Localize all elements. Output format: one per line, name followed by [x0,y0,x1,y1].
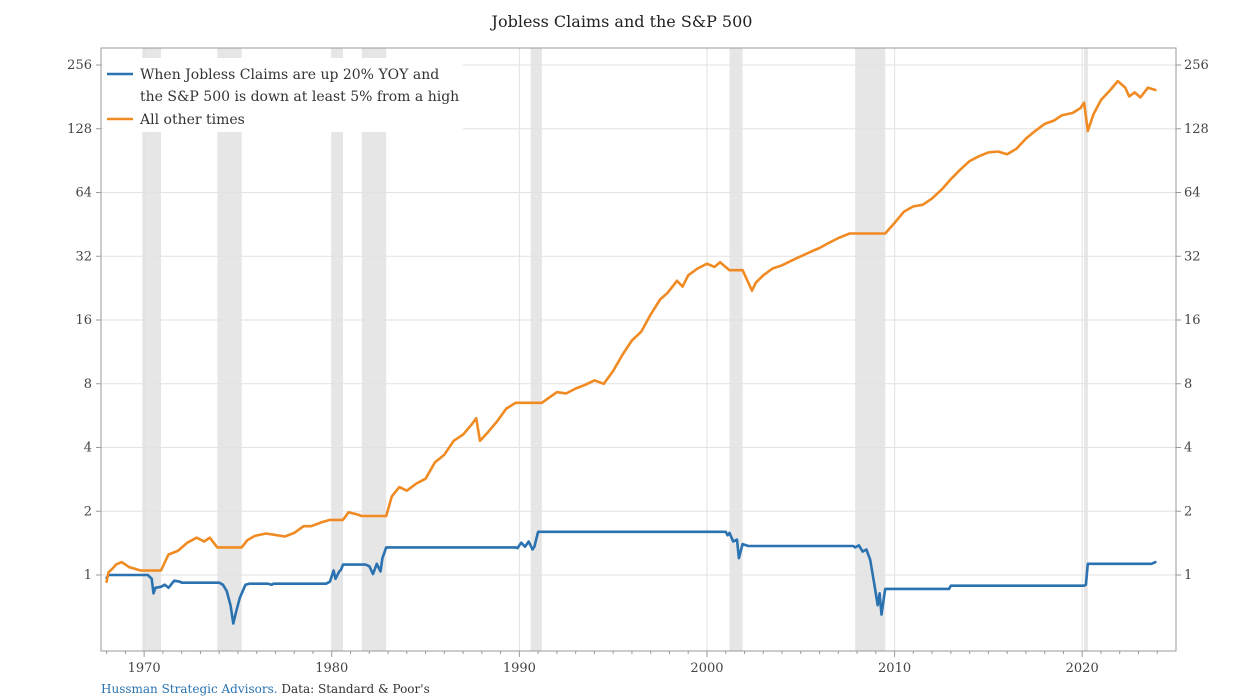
y-axis-right: 1 2 4 8 16 32 64 128 256 [1176,58,1209,583]
recession-shading [142,48,1088,651]
y-right-tick-label-64: 64 [1184,186,1201,201]
y-right-tick-label-16: 16 [1184,313,1201,328]
chart-title: Jobless Claims and the S&P 500 [490,12,753,31]
recession-band-3 [361,48,387,651]
y-left-tick-label-2: 2 [84,504,92,519]
y-left-tick-label-1: 1 [84,568,92,583]
y-left-tick-label-16: 16 [75,313,92,328]
x-tick-label-1970: 1970 [128,661,161,676]
y-right-tick-label-32: 32 [1184,249,1201,264]
recession-band-7 [1084,48,1088,651]
y-axis-left: 1 2 4 8 16 32 64 128 256 [67,58,101,583]
y-left-tick-label-256: 256 [67,58,92,73]
y-right-tick-label-8: 8 [1184,377,1192,392]
y-right-tick-label-1: 1 [1184,568,1192,583]
x-tick-label-1990: 1990 [503,661,536,676]
credit-line: Hussman Strategic Advisors. Data: Standa… [101,682,430,696]
y-left-tick-label-128: 128 [67,122,92,137]
x-axis: 1970 1980 1990 2000 2010 2020 [106,651,1158,676]
plot-border [100,47,1177,652]
recession-band-4 [530,48,542,651]
y-left-tick-label-4: 4 [84,441,92,456]
series-line-0 [105,530,1157,625]
recession-band-5 [729,48,743,651]
recession-band-1 [217,48,242,651]
y-left-tick-label-64: 64 [75,186,92,201]
y-left-tick-label-8: 8 [84,377,92,392]
series-line-1 [105,79,1157,583]
y-right-tick-label-128: 128 [1184,122,1209,137]
legend-label-0-0: When Jobless Claims are up 20% YOY and [140,67,439,83]
legend-label-0-1: the S&P 500 is down at least 5% from a h… [140,89,459,105]
plot-frame [100,47,1177,652]
legend-label-1-0: All other times [139,112,245,128]
y-right-tick-label-4: 4 [1184,441,1192,456]
credit-source: Data: Standard & Poor's [281,682,430,696]
series [105,79,1157,625]
legend-box [103,58,463,132]
x-tick-label-2010: 2010 [878,661,911,676]
x-tick-label-2020: 2020 [1066,661,1099,676]
y-right-tick-label-256: 256 [1184,58,1209,73]
legend: When Jobless Claims are up 20% YOY and th… [103,58,463,132]
recession-band-0 [142,48,162,651]
y-left-tick-label-32: 32 [75,249,92,264]
credit-brand: Hussman Strategic Advisors. [101,682,278,696]
recession-band-6 [855,48,886,651]
grid [101,48,1176,651]
x-tick-label-2000: 2000 [690,661,723,676]
y-right-tick-label-2: 2 [1184,504,1192,519]
recession-band-2 [331,48,344,651]
x-tick-label-1980: 1980 [315,661,348,676]
